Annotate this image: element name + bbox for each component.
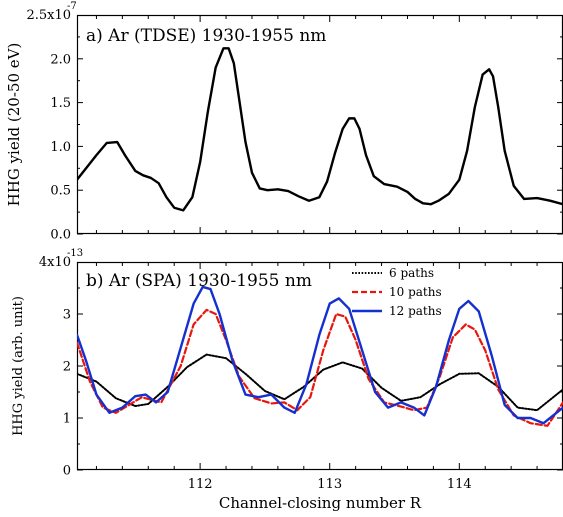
y-tick-label: 0.0 bbox=[50, 228, 71, 243]
x-axis-label: Channel-closing number R bbox=[219, 494, 422, 512]
x-tick-label: 112 bbox=[188, 477, 213, 492]
y-tick-label: 3 bbox=[63, 308, 71, 323]
legend-label: 6 paths bbox=[389, 266, 434, 280]
y-tick-label: 1.5 bbox=[50, 96, 71, 111]
legend-label: 12 paths bbox=[389, 304, 442, 318]
panel-title: a) Ar (TDSE) 1930-1955 nm bbox=[86, 26, 326, 46]
panel-a: 0.0 0.5 1.0 1.5 2.0 2.5x10-7 a) Ar (TDSE) 1930… bbox=[5, 1, 563, 243]
series-line bbox=[77, 285, 563, 425]
x-tick-label: 114 bbox=[447, 477, 472, 492]
series-line bbox=[77, 47, 563, 212]
y-scale-exponent: -7 bbox=[67, 1, 77, 12]
series-line bbox=[77, 353, 563, 412]
plot-frame bbox=[76, 14, 563, 235]
y-axis-label: HHG yield (arb. unit) bbox=[11, 296, 26, 436]
y-tick-label: 0.5 bbox=[50, 184, 71, 199]
x-tick-label: 113 bbox=[317, 477, 342, 492]
y-scale-label: 4x10 bbox=[39, 255, 71, 270]
y-tick-label: 2.0 bbox=[50, 52, 71, 67]
series-line bbox=[77, 308, 563, 427]
panel-title: b) Ar (SPA) 1930-1955 nm bbox=[86, 271, 312, 291]
y-tick-label: 0 bbox=[63, 464, 71, 479]
y-scale-label: 2.5x10 bbox=[26, 8, 71, 23]
y-axis-label: HHG yield (20-50 eV) bbox=[5, 43, 23, 207]
y-scale-exponent: -13 bbox=[67, 248, 83, 259]
panel-b: 0 1 2 3 4x10-13 112 113 114 b) Ar (SPA) 1930-195… bbox=[11, 248, 563, 512]
legend-label: 10 paths bbox=[389, 285, 442, 299]
y-tick-label: 2 bbox=[63, 360, 71, 375]
y-tick-label: 1.0 bbox=[50, 140, 71, 155]
y-tick-label: 1 bbox=[63, 412, 71, 427]
